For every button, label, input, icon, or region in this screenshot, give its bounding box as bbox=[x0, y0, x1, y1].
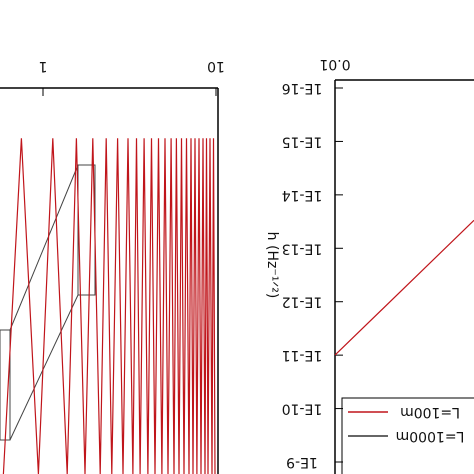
y-tick-label: 1E-14 bbox=[282, 187, 323, 203]
y-tick-label: 1E-11 bbox=[282, 347, 323, 363]
zoom-guide bbox=[9, 164, 79, 331]
y-axis-label: h (Hz⁻¹ᐟ²) bbox=[264, 232, 280, 299]
zoom-guide bbox=[9, 294, 79, 441]
x-tick-label: 0.01 bbox=[319, 56, 350, 72]
x-tick-label: 1 bbox=[39, 58, 48, 74]
y-tick-label: 1E-10 bbox=[282, 401, 323, 417]
legend-label: L=1000m bbox=[396, 428, 465, 444]
zoom-box bbox=[77, 164, 96, 296]
y-tick-label: 1E-16 bbox=[282, 80, 323, 96]
y-tick-label: 1E-13 bbox=[282, 240, 323, 256]
data-line bbox=[334, 219, 474, 356]
y-tick-label: 1E-12 bbox=[282, 294, 323, 310]
y-tick-label: 1E-9 bbox=[286, 454, 318, 470]
y-tick-label: 1E-15 bbox=[282, 133, 323, 149]
data-line bbox=[2, 138, 216, 474]
legend-label: L=100m bbox=[400, 404, 460, 420]
x-tick-label: 10 bbox=[207, 58, 225, 74]
